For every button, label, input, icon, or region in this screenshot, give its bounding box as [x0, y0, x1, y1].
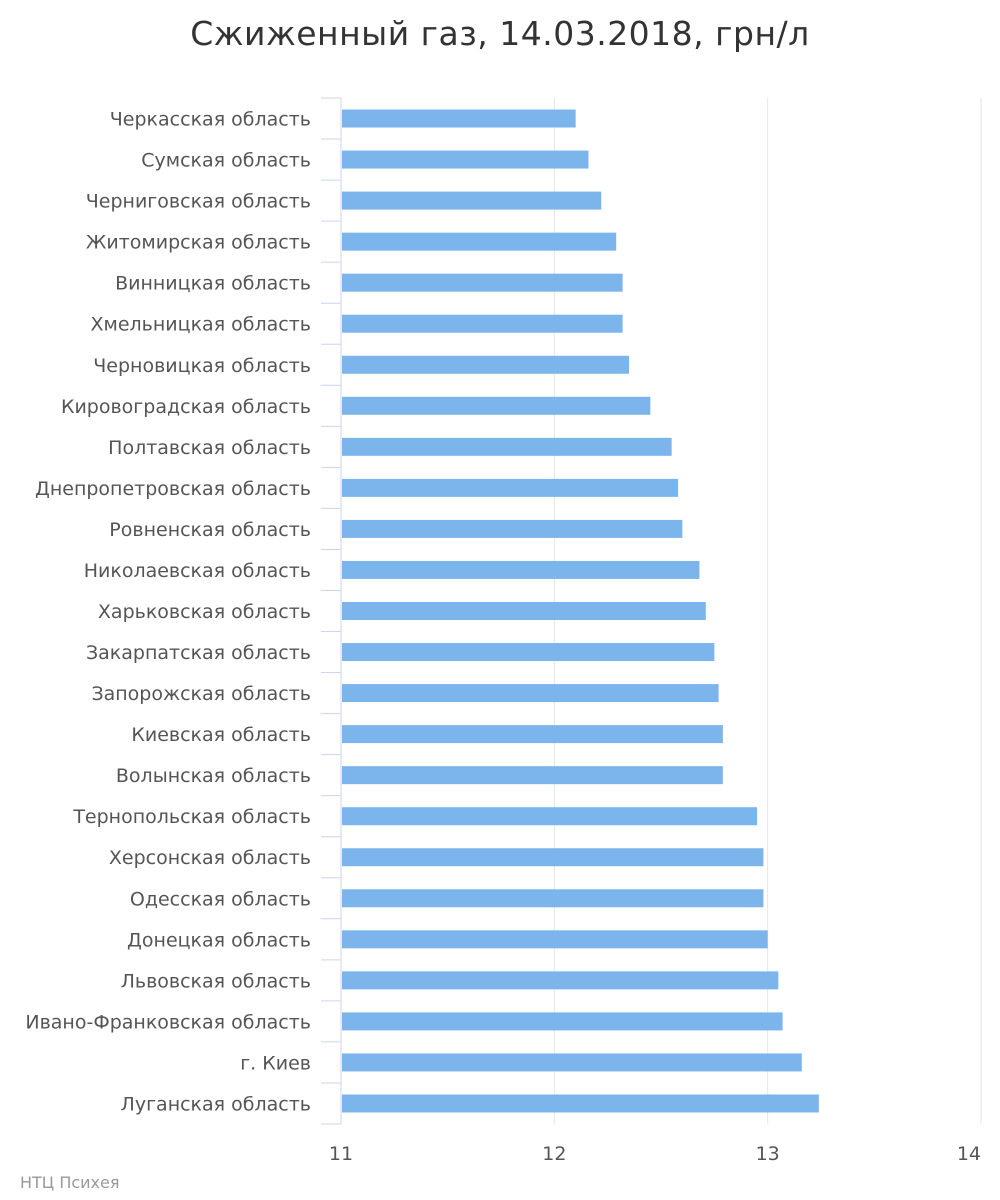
category-label: Ивано-Франковская область — [25, 1011, 311, 1033]
x-tick-label: 14 — [957, 1143, 981, 1165]
category-label: Ровненская область — [109, 519, 311, 541]
category-axis — [321, 97, 342, 1125]
bar[interactable] — [342, 930, 768, 949]
bar[interactable] — [342, 232, 617, 251]
source-credit: НТЦ Психея — [20, 1173, 120, 1192]
category-label: Сумская область — [141, 150, 311, 172]
category-label: Черниговская область — [86, 191, 311, 213]
category-label: Киевская область — [131, 724, 311, 746]
bar[interactable] — [342, 560, 700, 579]
category-label: Донецкая область — [127, 929, 311, 951]
bar[interactable] — [342, 150, 589, 169]
bar[interactable] — [342, 273, 623, 292]
bar[interactable] — [342, 848, 764, 867]
bar[interactable] — [342, 725, 723, 744]
x-tick-label: 13 — [756, 1143, 780, 1165]
category-label: Закарпатская область — [86, 642, 311, 664]
category-label: Одесская область — [130, 888, 311, 910]
bar[interactable] — [342, 971, 779, 990]
category-label: Кировоградская область — [61, 396, 311, 418]
bar[interactable] — [342, 478, 679, 497]
bar[interactable] — [342, 602, 706, 620]
category-label: Днепропетровская область — [35, 478, 311, 500]
bar[interactable] — [342, 889, 764, 908]
bar[interactable] — [342, 314, 623, 333]
x-tick-label: 11 — [329, 1143, 353, 1165]
category-labels: Черкасская область Сумская область Черниго… — [25, 109, 311, 1116]
bar[interactable] — [342, 437, 672, 456]
bar[interactable] — [342, 109, 576, 128]
x-tick-label: 12 — [542, 1143, 566, 1165]
bar[interactable] — [342, 766, 723, 785]
bar[interactable] — [342, 519, 683, 538]
category-label: Черкасская область — [110, 109, 311, 131]
bar[interactable] — [342, 191, 602, 210]
category-label: г. Киев — [240, 1052, 311, 1074]
category-label: Полтавская область — [108, 437, 311, 459]
category-label: Луганская область — [121, 1093, 311, 1115]
category-label: Хмельницкая область — [90, 314, 311, 336]
bar[interactable] — [342, 643, 715, 662]
category-label: Херсонская область — [109, 847, 311, 869]
category-label: Черновицкая область — [93, 355, 311, 377]
bar[interactable] — [342, 1053, 802, 1072]
bar-series — [342, 109, 819, 1113]
chart-title: Сжиженный газ, 14.03.2018, грн/л — [190, 14, 810, 53]
bar[interactable] — [342, 355, 629, 374]
bar[interactable] — [342, 1094, 819, 1113]
bar[interactable] — [342, 684, 719, 703]
bar[interactable] — [342, 396, 651, 415]
category-label: Житомирская область — [86, 232, 311, 254]
category-label: Николаевская область — [84, 560, 311, 582]
category-label: Харьковская область — [98, 601, 311, 623]
category-label: Львовская область — [121, 970, 311, 992]
category-label: Запорожская область — [91, 683, 311, 705]
category-label: Тернопольская область — [72, 806, 311, 828]
value-axis-ticks: 11 12 13 14 — [329, 1143, 981, 1165]
category-label: Винницкая область — [115, 273, 311, 295]
bar[interactable] — [342, 1012, 783, 1031]
category-label: Волынская область — [116, 765, 311, 787]
bar[interactable] — [342, 807, 757, 826]
